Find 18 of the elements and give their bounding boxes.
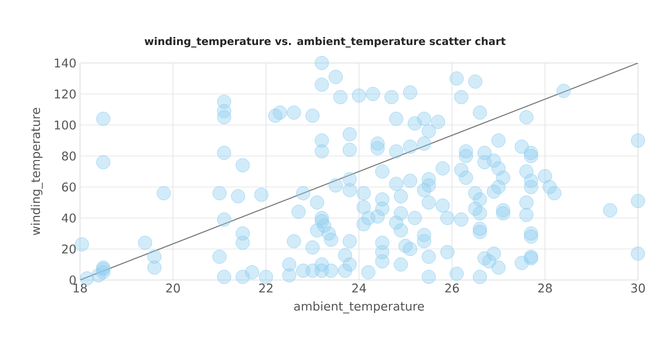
x-tick-label: 30 (631, 284, 645, 293)
x-tick-label: 18 (74, 284, 87, 293)
chart-title: winding_temperature vs. ambient_temperature scatter chart (144, 37, 506, 48)
y-tick-label: 40 (62, 213, 76, 223)
x-tick-label: 24 (352, 284, 366, 292)
y-tick-label: 80 (62, 151, 76, 161)
x-axis-title: ambient_temperature (294, 301, 424, 314)
y-tick-label: 120 (54, 89, 76, 99)
x-tick-label: 26 (445, 284, 459, 293)
x-tick-label: 20 (166, 284, 180, 293)
y-tick-label: 60 (62, 182, 76, 192)
y-tick-label: 20 (62, 244, 76, 254)
y-tick-label: 0 (70, 275, 76, 285)
y-tick-label: 100 (54, 120, 76, 130)
x-tick-label: 28 (538, 284, 552, 293)
x-tick-label: 22 (259, 284, 272, 292)
y-axis-title: winding_temperature (30, 108, 43, 236)
y-tick-label: 140 (54, 58, 76, 68)
